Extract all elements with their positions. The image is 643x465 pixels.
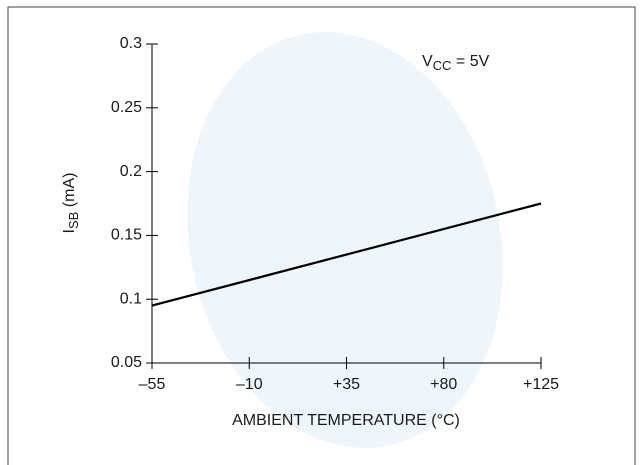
frame (7, 6, 636, 465)
annotation-rest: = 5V (451, 53, 489, 70)
y-tick-label: 0.05 (111, 354, 142, 371)
data-line (151, 202, 542, 307)
y-tick-label: 0.15 (111, 227, 142, 244)
y-tick-label: 0.1 (120, 290, 142, 307)
y-label-rest: (mA) (61, 173, 78, 212)
y-tick-label: 0.3 (120, 35, 142, 52)
x-tick-label: –55 (139, 376, 166, 393)
x-tick-label: –10 (236, 376, 263, 393)
y-tick-label: 0.25 (111, 99, 142, 116)
watermark (187, 32, 503, 448)
y-label-sub: SB (66, 212, 81, 229)
x-tick-label: +35 (333, 376, 360, 393)
x-tick-label: +125 (523, 376, 559, 393)
annotation-sub: CC (433, 58, 452, 73)
y-label-main: I (61, 229, 78, 233)
y-tick-label: 0.2 (120, 163, 142, 180)
annotation-main: V (422, 53, 433, 70)
annotation: VCC = 5V (422, 53, 490, 73)
x-axis-label: AMBIENT TEMPERATURE (°C) (232, 412, 460, 429)
x-tick-label: +80 (430, 376, 457, 393)
y-axis-label: ISB (mA) (61, 173, 81, 234)
